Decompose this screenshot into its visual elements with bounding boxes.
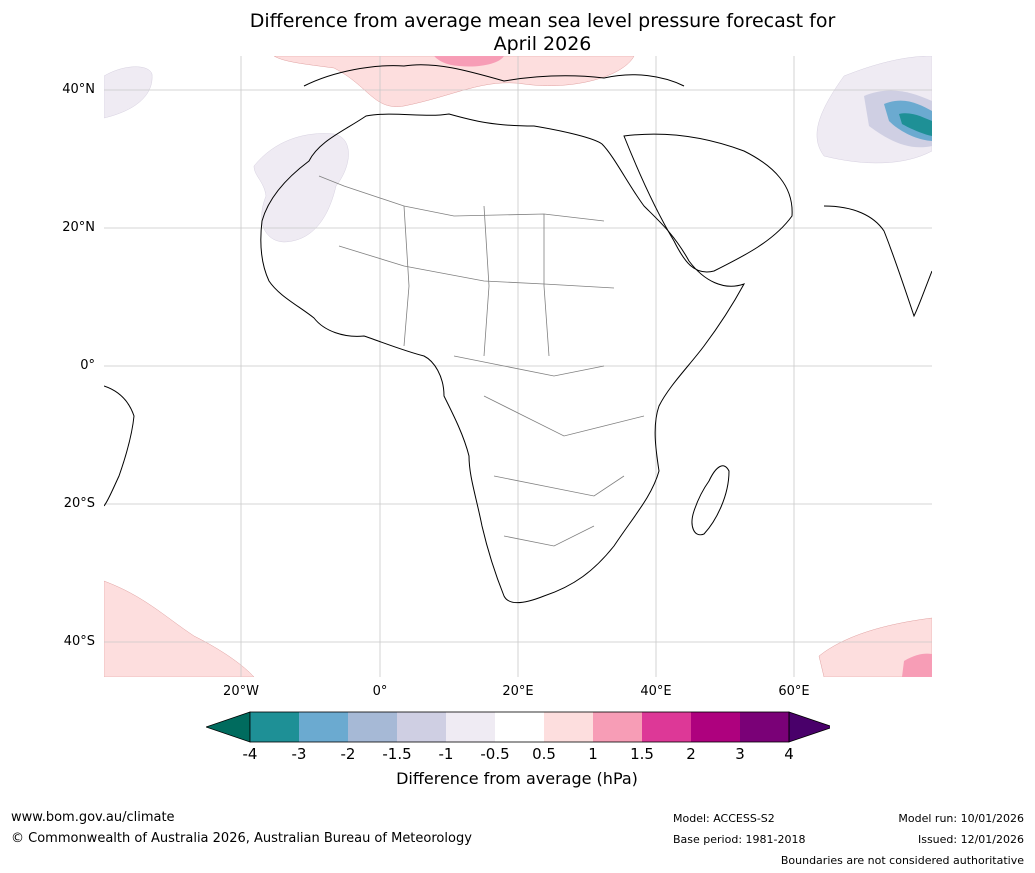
- border: [453, 355, 605, 377]
- country-borders: [318, 175, 645, 547]
- colorbar-segment: [250, 712, 299, 742]
- colorbar-segment: [593, 712, 642, 742]
- colorbar-segment: [495, 712, 544, 742]
- border: [483, 205, 490, 357]
- lon-label-0: 0°: [372, 684, 388, 699]
- lat-label-0: 0°: [80, 358, 95, 373]
- colorbar-tick-label: 2: [686, 745, 696, 763]
- colorbar-tick-label: 1: [588, 745, 598, 763]
- positive-anomaly-north: [273, 56, 635, 107]
- graticule: [104, 56, 932, 677]
- colorbar-frame: [249, 711, 790, 743]
- colorbar-segment: [299, 712, 348, 742]
- colorbar-tick-label: 3: [735, 745, 745, 763]
- lat-label-40s: 40°S: [63, 634, 95, 649]
- colorbar-label: Difference from average (hPa): [396, 769, 638, 788]
- colorbar-tick-label: -4: [242, 745, 258, 763]
- colorbar-arrow-max: [788, 711, 830, 743]
- africa-coastline: [260, 113, 746, 604]
- border: [318, 175, 605, 222]
- anomaly-shading: [104, 56, 932, 677]
- footer-disclaimer: Boundaries are not considered authoritat…: [780, 854, 1024, 867]
- negative-anomaly-west: [104, 66, 153, 119]
- colorbar-tick-label: 0.5: [532, 745, 556, 763]
- lat-label-20n: 20°N: [62, 220, 95, 235]
- negative-anomaly-asia-4: [899, 113, 932, 136]
- colorbar-segment: [740, 712, 789, 742]
- colorbar-tick-label: -3: [291, 745, 307, 763]
- south-america-coastline: [104, 385, 135, 507]
- footer-site[interactable]: www.bom.gov.au/climate: [11, 810, 175, 825]
- positive-anomaly-core: [434, 56, 504, 67]
- border: [483, 395, 645, 437]
- arabia-coastline: [623, 133, 793, 273]
- colorbar-tick-label: -1: [438, 745, 454, 763]
- map-panel[interactable]: [104, 56, 932, 677]
- colorbar-tick-label: 1.5: [630, 745, 654, 763]
- colorbar-tick-label: -0.5: [480, 745, 510, 763]
- footer-model-run: Model run: 10/01/2026: [898, 812, 1024, 825]
- colorbar-segment: [544, 712, 593, 742]
- colorbar-segment: [348, 712, 397, 742]
- negative-anomaly-africa-west: [253, 133, 349, 243]
- europe-coastline: [303, 64, 685, 87]
- colorbar-tick-label: 4: [784, 745, 794, 763]
- footer-issued: Issued: 12/01/2026: [917, 833, 1024, 846]
- border: [338, 245, 615, 289]
- chart-title: Difference from average mean sea level p…: [180, 10, 905, 56]
- colorbar-segment: [642, 712, 691, 742]
- positive-anomaly-southeast-core: [902, 653, 932, 677]
- footer-model: Model: ACCESS-S2: [673, 812, 775, 825]
- positive-anomaly-southwest: [104, 580, 255, 677]
- title-line-2: April 2026: [493, 33, 592, 55]
- colorbar-segment: [446, 712, 495, 742]
- lon-label-60e: 60°E: [778, 684, 810, 699]
- positive-anomaly-southeast: [818, 617, 932, 677]
- title-line-1: Difference from average mean sea level p…: [249, 10, 836, 32]
- colorbar-segment: [397, 712, 446, 742]
- lat-label-20s: 20°S: [63, 496, 95, 511]
- colorbar-tick-label: -2: [340, 745, 356, 763]
- footer-copyright: © Commonwealth of Australia 2026, Austra…: [11, 831, 472, 846]
- india-coastline: [823, 205, 932, 318]
- colorbar-arrow-min: [206, 711, 251, 743]
- border: [503, 525, 595, 547]
- border: [403, 205, 410, 347]
- footer-base-period: Base period: 1981-2018: [673, 833, 806, 846]
- colorbar: [206, 711, 830, 743]
- lon-label-20w: 20°W: [223, 684, 259, 699]
- border: [543, 214, 550, 357]
- colorbar-segment: [691, 712, 740, 742]
- coastlines: [104, 64, 932, 604]
- colorbar-segments: [206, 711, 830, 743]
- colorbar-tick-label: -1.5: [382, 745, 412, 763]
- border: [493, 475, 625, 497]
- lon-label-40e: 40°E: [640, 684, 672, 699]
- map-canvas: [104, 56, 932, 677]
- lat-label-40n: 40°N: [62, 82, 95, 97]
- madagascar-coastline: [691, 465, 730, 536]
- lon-label-20e: 20°E: [502, 684, 534, 699]
